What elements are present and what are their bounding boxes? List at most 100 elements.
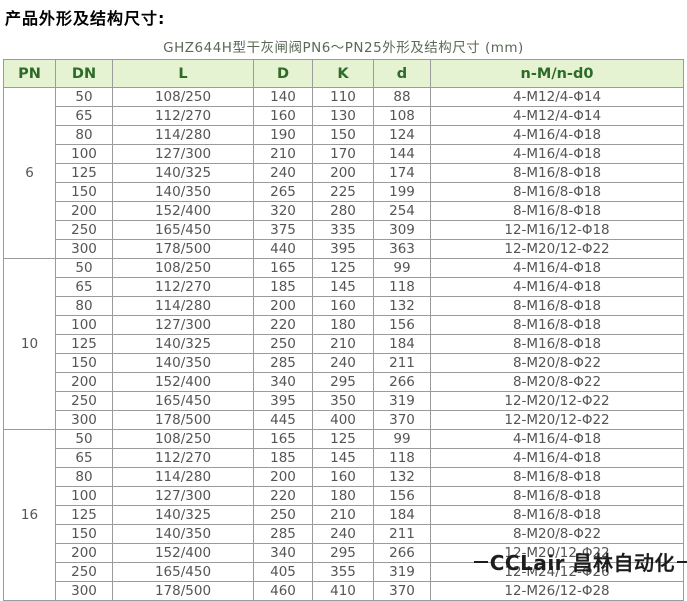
- table-cell: 80: [55, 467, 113, 487]
- table-cell: 240: [253, 163, 313, 183]
- table-row: 100 127/300 220 180 156 8-M16/8-Φ18: [4, 315, 684, 335]
- table-cell: 250: [55, 562, 113, 582]
- table-cell: 200: [253, 296, 313, 316]
- table-caption: GHZ644H型干灰闸阀PN6～PN25外形及结构尺寸 (mm): [163, 40, 524, 56]
- table-cell: 150: [55, 524, 113, 544]
- table-cell: 370: [373, 581, 431, 601]
- table-cell: 8-M16/8-Φ18: [430, 182, 684, 202]
- table-row: 150 140/350 285 240 211 8-M20/8-Φ22: [4, 524, 684, 544]
- table-row: 250 165/450 395 350 319 12-M20/12-Φ22: [4, 391, 684, 411]
- table-cell: 127/300: [112, 486, 254, 506]
- table-cell: 132: [373, 296, 431, 316]
- table-cell: 8-M16/8-Φ18: [430, 467, 684, 487]
- table-cell: 125: [55, 334, 113, 354]
- table-cell: 190: [253, 125, 313, 145]
- table-row: 125 140/325 250 210 184 8-M16/8-Φ18: [4, 334, 684, 354]
- table-cell: 152/400: [112, 543, 254, 563]
- table-cell: 375: [253, 220, 313, 240]
- table-cell: 8-M16/8-Φ18: [430, 315, 684, 335]
- table-cell: 12-M16/12-Φ18: [430, 220, 684, 240]
- table-row: 200 152/400 340 295 266 12-M20/12-Φ22: [4, 543, 684, 563]
- table-cell: 8-M16/8-Φ18: [430, 334, 684, 354]
- table-cell: 127/300: [112, 144, 254, 164]
- table-cell: 225: [312, 182, 374, 202]
- table-cell: 4-M16/4-Φ18: [430, 144, 684, 164]
- column-header-pn: PN: [3, 59, 56, 88]
- table-cell: 8-M20/8-Φ22: [430, 372, 684, 392]
- table-cell: 178/500: [112, 239, 254, 259]
- table-cell: 370: [373, 410, 431, 430]
- pn-group-cell: 6: [3, 87, 56, 259]
- table-cell: 145: [312, 448, 374, 468]
- pn-group-cell: 10: [3, 258, 56, 430]
- table-cell: 50: [55, 87, 113, 107]
- table-cell: 320: [253, 201, 313, 221]
- table-cell: 4-M16/4-Φ18: [430, 125, 684, 145]
- column-header-d: D: [253, 59, 313, 88]
- table-row: 100 127/300 210 170 144 4-M16/4-Φ18: [4, 144, 684, 164]
- table-cell: 88: [373, 87, 431, 107]
- column-header-nm: n-M/n-d0: [430, 59, 684, 88]
- table-cell: 12-M20/12-Φ22: [430, 543, 684, 563]
- table-cell: 200: [55, 543, 113, 563]
- table-cell: 160: [312, 467, 374, 487]
- table-cell: 185: [253, 448, 313, 468]
- table-cell: 440: [253, 239, 313, 259]
- column-header-l: L: [112, 59, 254, 88]
- column-header-k: K: [312, 59, 374, 88]
- table-cell: 114/280: [112, 467, 254, 487]
- table-cell: 240: [312, 524, 374, 544]
- table-cell: 210: [253, 144, 313, 164]
- table-cell: 220: [253, 486, 313, 506]
- table-cell: 178/500: [112, 410, 254, 430]
- table-cell: 8-M16/8-Φ18: [430, 163, 684, 183]
- table-cell: 210: [312, 505, 374, 525]
- table-cell: 150: [55, 353, 113, 373]
- table-cell: 125: [55, 505, 113, 525]
- table-row: 80 114/280 200 160 132 8-M16/8-Φ18: [4, 296, 684, 316]
- table-cell: 4-M12/4-Φ14: [430, 106, 684, 126]
- table-cell: 8-M16/8-Φ18: [430, 486, 684, 506]
- table-cell: 211: [373, 353, 431, 373]
- table-cell: 174: [373, 163, 431, 183]
- table-cell: 108/250: [112, 258, 254, 278]
- table-cell: 295: [312, 543, 374, 563]
- table-cell: 266: [373, 543, 431, 563]
- table-cell: 210: [312, 334, 374, 354]
- table-cell: 200: [55, 372, 113, 392]
- table-cell: 180: [312, 315, 374, 335]
- table-cell: 152/400: [112, 201, 254, 221]
- table-cell: 125: [312, 429, 374, 449]
- table-cell: 300: [55, 410, 113, 430]
- table-cell: 285: [253, 524, 313, 544]
- table-cell: 50: [55, 429, 113, 449]
- table-cell: 140/350: [112, 353, 254, 373]
- table-cell: 410: [312, 581, 374, 601]
- table-row: 10 50 108/250 165 125 99 4-M16/4-Φ18: [3, 258, 684, 430]
- table-cell: 144: [373, 144, 431, 164]
- table-cell: 165/450: [112, 562, 254, 582]
- table-cell: 8-M16/8-Φ18: [430, 201, 684, 221]
- table-cell: 165/450: [112, 220, 254, 240]
- table-row: 200 152/400 340 295 266 8-M20/8-Φ22: [4, 372, 684, 392]
- table-cell: 114/280: [112, 125, 254, 145]
- table-cell: 108: [373, 106, 431, 126]
- table-cell: 140/325: [112, 505, 254, 525]
- table-cell: 8-M16/8-Φ18: [430, 505, 684, 525]
- table-cell: 319: [373, 562, 431, 582]
- table-cell: 118: [373, 277, 431, 297]
- table-cell: 200: [312, 163, 374, 183]
- table-cell: 250: [253, 505, 313, 525]
- table-row: 100 127/300 220 180 156 8-M16/8-Φ18: [4, 486, 684, 506]
- table-cell: 340: [253, 543, 313, 563]
- table-cell: 363: [373, 239, 431, 259]
- table-cell: 140/325: [112, 163, 254, 183]
- table-cell: 200: [55, 201, 113, 221]
- table-cell: 12-M20/12-Φ22: [430, 410, 684, 430]
- table-cell: 140/325: [112, 334, 254, 354]
- table-row: 250 165/450 405 355 319 12-M24/12-Φ26: [4, 562, 684, 582]
- table-cell: 4-M16/4-Φ18: [430, 258, 684, 278]
- table-cell: 250: [55, 391, 113, 411]
- table-cell: 250: [55, 220, 113, 240]
- column-header-d0: d: [373, 59, 431, 88]
